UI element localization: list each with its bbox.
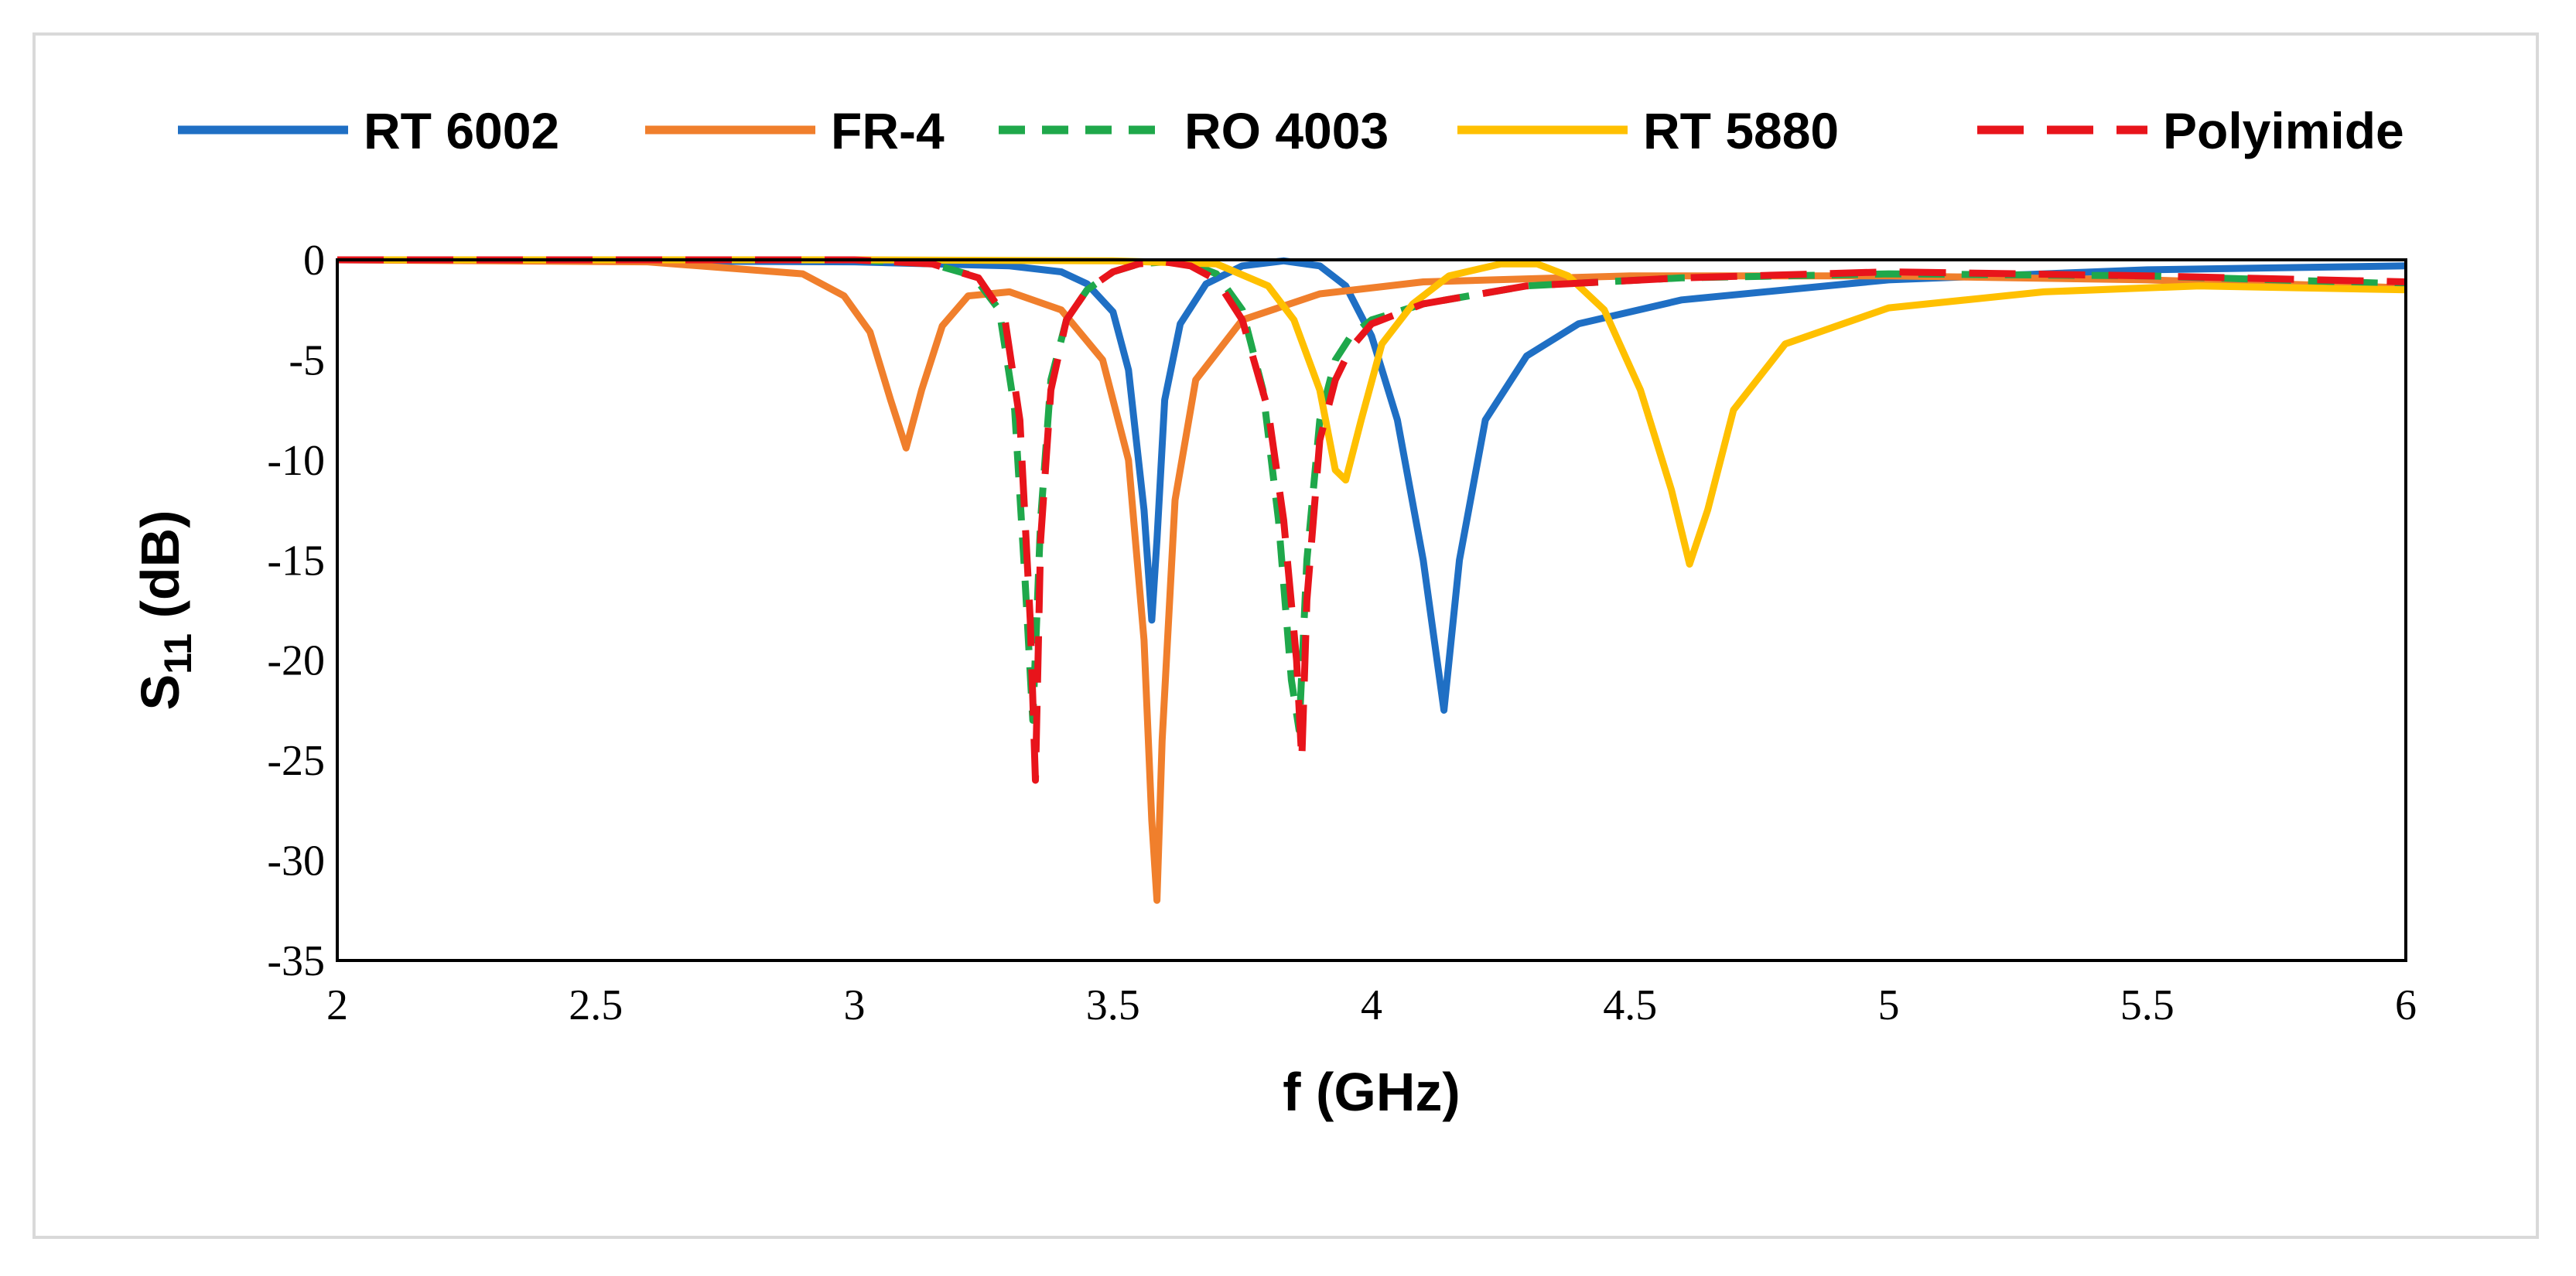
series-line-polyimide [337,256,2407,784]
x-tick-label: 6 [2395,981,2417,1029]
legend-label: RT 6002 [364,102,559,159]
x-tick-label: 2 [326,981,348,1029]
legend: RT 6002 FR-4 RO 4003 RT 5880 Polyimide [178,102,2404,159]
x-tick-label: 4 [1361,981,1382,1029]
y-tick-label: -20 [267,637,325,685]
legend-label: RT 5880 [1643,102,1839,159]
s11-chart: RT 6002 FR-4 RO 4003 RT 5880 Polyimide 2 2.5 3… [130,102,2417,1122]
y-tick-label: -30 [267,838,325,885]
y-tick-label: -10 [267,437,325,485]
series-line-fr-4 [337,256,2407,904]
y-axis-title: S11 (dB) [130,510,200,711]
chart-frame: RT 6002 FR-4 RO 4003 RT 5880 Polyimide 2 2.5 3… [32,32,2539,1239]
y-tick-label: 0 [303,237,325,285]
y-axis-title-main: S [130,674,190,711]
plot-area [336,258,2407,962]
x-tick-label: 2.5 [569,981,623,1029]
legend-label: FR-4 [831,102,945,159]
y-axis-title-subscript: 11 [156,633,200,674]
y-axis-title-unit: (dB) [130,510,190,633]
series-line-rt-5880 [337,256,2407,568]
x-tick-label: 3 [844,981,866,1029]
x-tick-label: 4.5 [1603,981,1657,1029]
y-tick-label: -25 [267,737,325,785]
y-tick-label: -5 [289,336,325,384]
x-axis-title: f (GHz) [1283,1062,1460,1122]
y-tick-label: -35 [267,937,325,985]
x-axis-ticks: 2 2.5 3 3.5 4 4.5 5 5.5 6 [326,981,2417,1029]
x-tick-label: 3.5 [1086,981,1140,1029]
y-tick-label: -15 [267,537,325,585]
series-layer [337,256,2407,904]
y-axis-ticks: 0 -5 -10 -15 -20 -25 -30 -35 [267,237,325,985]
x-tick-label: 5 [1878,981,1900,1029]
legend-label: RO 4003 [1184,102,1389,159]
legend-label: Polyimide [2163,102,2404,159]
x-tick-label: 5.5 [2120,981,2175,1029]
